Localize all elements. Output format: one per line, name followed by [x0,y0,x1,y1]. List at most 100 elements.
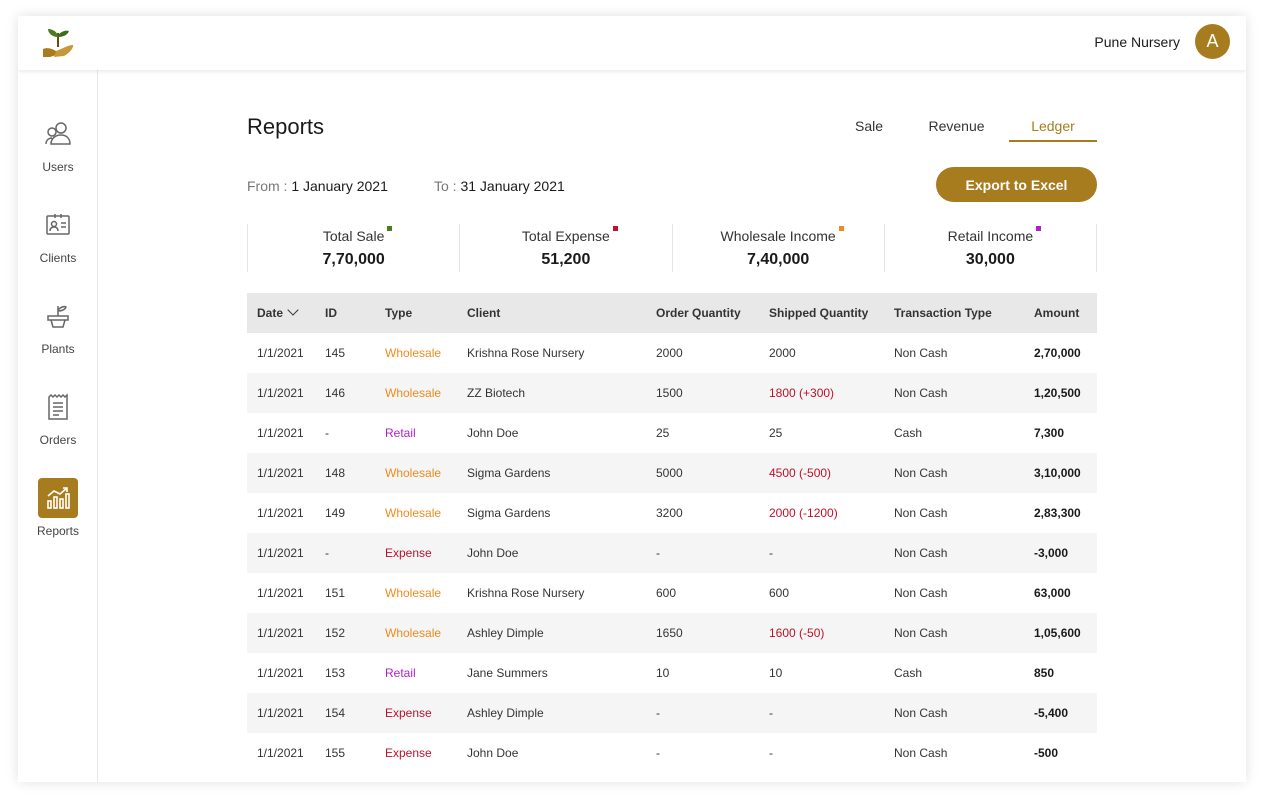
cell-amount: 850 [1034,666,1055,680]
column-header-transaction-type: Transaction Type [894,306,992,320]
cell-date: 1/1/2021 [257,706,304,720]
table-row[interactable]: 1/1/2021 151 Wholesale Krishna Rose Nursery… [247,573,1097,613]
table-row[interactable]: 1/1/2021 145 Wholesale Krishna Rose Nursery… [247,333,1097,373]
cell-order-quantity: 25 [656,426,670,440]
cell-id: - [325,546,329,560]
tab-revenue[interactable]: Revenue [928,118,985,134]
cell-date: 1/1/2021 [257,746,304,760]
cell-type: Wholesale [385,586,442,600]
date-to[interactable]: To : 31 January 2021 [434,178,565,194]
sidebar-item-plants[interactable]: Plants [18,296,98,376]
cell-amount: 1,05,600 [1034,626,1081,640]
column-header-type: Type [385,306,413,320]
stat-label: Wholesale Income [720,228,836,244]
table-row[interactable]: 1/1/2021 153 Retail Jane Summers 10 10 Cash 850 [247,653,1097,693]
cell-amount: 7,300 [1034,426,1065,440]
table-row[interactable]: 1/1/2021 149 Wholesale Sigma Gardens 3200 200… [247,493,1097,533]
cell-shipped-quantity: 2000 (-1200) [769,506,838,520]
app-frame: Pune Nursery A Users [18,16,1246,782]
report-tabs: Sale Revenue Ledger [834,118,1097,142]
sidebar-item-label: Reports [36,524,80,538]
table-row[interactable]: 1/1/2021 - Retail John Doe 25 25 Cash 7,300 [247,413,1097,453]
cell-shipped-quantity: 1800 (+300) [769,386,835,400]
legend-dot-icon [387,226,393,231]
cell-shipped-quantity: 4500 (-500) [769,466,832,480]
cell-order-quantity: 1500 [656,386,683,400]
sidebar-item-orders[interactable]: Orders [18,387,98,467]
ledger-table-body: 1/1/2021 145 Wholesale Krishna Rose Nursery… [247,333,1097,773]
stat-value: 30,000 [965,251,1015,268]
column-header-amount: Amount [1034,306,1080,320]
column-header-shipped-quantity: Shipped Quantity [769,306,869,320]
cell-transaction-type: Non Cash [894,386,948,400]
cell-type: Wholesale [385,466,442,480]
cell-id: 152 [325,626,346,640]
column-header-id: ID [325,306,337,320]
page-title: Reports [247,114,325,139]
table-row[interactable]: 1/1/2021 - Expense John Doe - - Non Cash -3,000 [247,533,1097,573]
stat-total-sale: Total Sale 7,70,000 [247,224,459,272]
stat-wholesale-income: Wholesale Income 7,40,000 [671,224,884,272]
sidebar-item-users[interactable]: Users [18,114,98,194]
cell-shipped-quantity: 2000 [769,346,796,360]
cell-client: Ashley Dimple [467,626,544,640]
cell-client: John Doe [467,426,519,440]
sidebar-item-label: Orders [39,433,77,447]
tab-sale[interactable]: Sale [854,118,884,134]
stat-value: 51,200 [541,251,591,268]
sidebar-item-clients[interactable]: Clients [18,205,98,285]
column-header-client: Client [467,306,501,320]
cell-order-quantity: 1650 [656,626,683,640]
cell-id: 154 [325,706,346,720]
cell-amount: -5,400 [1034,706,1069,720]
cell-id: 149 [325,506,346,520]
cell-client: Ashley Dimple [467,706,544,720]
cell-id: 146 [325,386,346,400]
stat-value: 7,40,000 [746,251,810,268]
stat-value: 7,70,000 [322,251,385,268]
table-row[interactable]: 1/1/2021 154 Expense Ashley Dimple - - Non Cas… [247,693,1097,733]
tab-ledger[interactable]: Ledger [1009,118,1097,142]
table-row[interactable]: 1/1/2021 148 Wholesale Sigma Gardens 5000 450… [247,453,1097,493]
table-row[interactable]: 1/1/2021 146 Wholesale ZZ Biotech 1500 1800 (… [247,373,1097,413]
cell-id: 155 [325,746,346,760]
export-to-excel-button[interactable]: Export to Excel [936,167,1097,202]
user-avatar[interactable]: A [1195,24,1230,59]
cell-type: Expense [385,706,432,720]
cell-shipped-quantity: - [769,706,773,720]
cell-date: 1/1/2021 [257,346,304,360]
cell-transaction-type: Cash [894,666,923,680]
cell-client: John Doe [467,746,519,760]
table-row[interactable]: 1/1/2021 152 Wholesale Ashley Dimple 1650 160… [247,613,1097,653]
cell-id: 153 [325,666,346,680]
chevron-down-icon [287,304,299,316]
table-header-row: Date ID Type Client Order Quantity Shipp… [247,293,1097,333]
organization-name: Pune Nursery [1094,34,1180,50]
cell-date: 1/1/2021 [257,626,304,640]
cell-client: ZZ Biotech [467,386,526,400]
cell-order-quantity: 5000 [656,466,683,480]
table-row[interactable]: 1/1/2021 155 Expense John Doe - - Non Cash -500 [247,733,1097,773]
orders-icon [38,387,78,427]
cell-shipped-quantity: - [769,546,773,560]
date-to-label: To : [434,178,457,194]
cell-shipped-quantity: 1600 (-50) [769,626,825,640]
cell-amount: 2,70,000 [1034,346,1081,360]
sidebar-item-label: Clients [39,251,77,265]
nursery-logo-icon[interactable] [40,25,76,61]
cell-transaction-type: Non Cash [894,546,948,560]
cell-date: 1/1/2021 [257,666,304,680]
cell-id: 151 [325,586,346,600]
sidebar: Users Clients [18,70,98,782]
sidebar-item-label: Plants [41,342,75,356]
date-from-value: 1 January 2021 [291,178,388,194]
cell-shipped-quantity: - [769,746,773,760]
cell-type: Wholesale [385,346,442,360]
sidebar-item-reports[interactable]: Reports [18,478,98,558]
cell-transaction-type: Non Cash [894,706,948,720]
summary-stats: Total Sale 7,70,000 Total Expense 51,200… [247,224,1097,272]
cell-order-quantity: - [656,706,660,720]
date-from[interactable]: From : 1 January 2021 [247,178,388,194]
legend-dot-icon [612,226,618,231]
column-header-date[interactable]: Date [247,293,315,333]
